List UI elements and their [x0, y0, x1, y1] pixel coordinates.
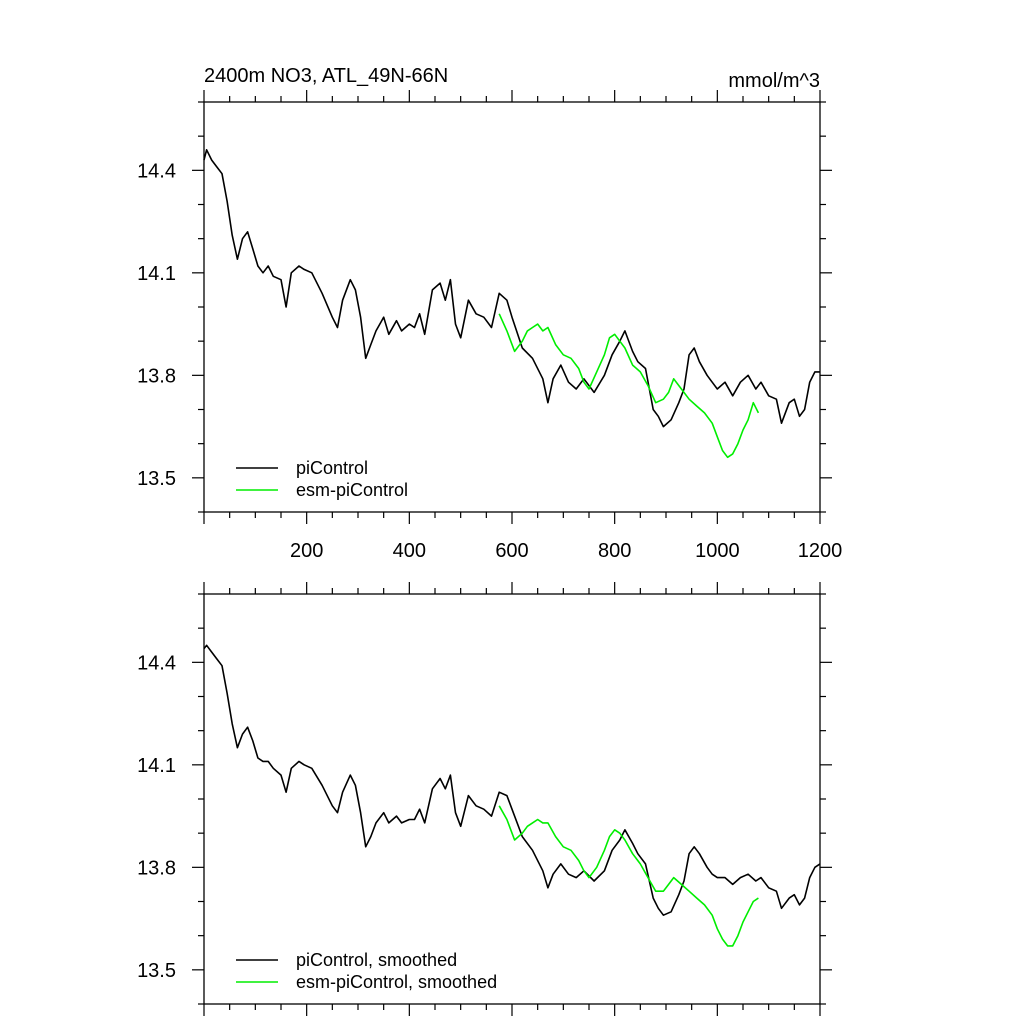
bottom-panel: 13.5 13.8 14.1 14.4 piControl, smoothedesm-p… — [137, 582, 832, 1016]
chart-title: 2400m NO3, ATL_49N-66N — [204, 65, 448, 87]
x-tick-label: 1200 — [798, 540, 843, 562]
x-tick-label: 200 — [290, 540, 323, 562]
series-line-esm-picontrol — [498, 805, 759, 947]
x-tick-label: 800 — [598, 540, 631, 562]
y-tick-label: 14.1 — [137, 263, 176, 285]
legend-label: piControl, smoothed — [296, 950, 457, 970]
y-tick-label: 13.5 — [137, 468, 176, 490]
series-line-esm-picontrol — [498, 313, 760, 459]
plot-frame — [203, 101, 821, 513]
y-tick-label: 14.1 — [137, 755, 176, 777]
plot-frame — [203, 593, 821, 1005]
y-tick-label: 14.4 — [137, 160, 176, 182]
legend-label: piControl — [296, 458, 368, 478]
units-label: mmol/m^3 — [728, 70, 820, 92]
top-panel: 13.5 13.8 14.1 14.4 200 400 600 800 1000 1200 piCo… — [137, 90, 842, 562]
y-tick-label: 14.4 — [137, 652, 176, 674]
y-tick-label: 13.8 — [137, 857, 176, 879]
series-line-picontrol — [203, 644, 821, 917]
x-tick-label: 1000 — [695, 540, 740, 562]
legend-label: esm-piControl, smoothed — [296, 972, 497, 992]
x-tick-label: 600 — [495, 540, 528, 562]
legend-label: esm-piControl — [296, 480, 408, 500]
y-tick-label: 13.5 — [137, 960, 176, 982]
series-line-picontrol — [203, 149, 820, 428]
y-tick-label: 13.8 — [137, 365, 176, 387]
x-tick-label: 400 — [393, 540, 426, 562]
